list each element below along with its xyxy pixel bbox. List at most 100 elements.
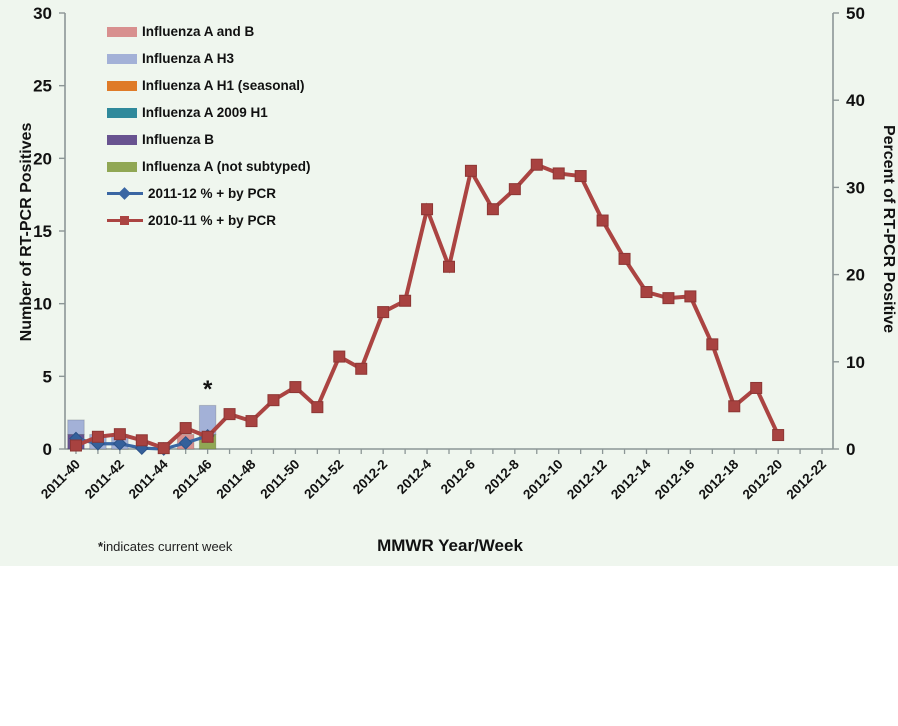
x-axis-tick-label: 2011-44 bbox=[126, 456, 171, 501]
x-axis-tick-label: 2011-46 bbox=[170, 456, 215, 501]
x-axis-tick-label: 2012-16 bbox=[652, 456, 698, 502]
square-marker-icon bbox=[135, 434, 148, 447]
left-axis-tick-label: 25 bbox=[33, 77, 52, 96]
right-axis-tick-label: 30 bbox=[846, 178, 865, 197]
legend-swatch-icon bbox=[107, 53, 137, 64]
square-marker-icon bbox=[399, 294, 412, 307]
square-marker-icon bbox=[333, 350, 346, 363]
legend-swatch-icon bbox=[107, 107, 137, 118]
legend-item-5: Influenza A (not subtyped) bbox=[107, 153, 311, 180]
square-marker-icon bbox=[464, 164, 477, 177]
legend-label: Influenza A H3 bbox=[142, 51, 235, 66]
square-marker-icon bbox=[157, 442, 170, 455]
square-marker-icon bbox=[728, 400, 741, 413]
legend-label: Influenza A 2009 H1 bbox=[142, 105, 268, 120]
legend-item-4: Influenza B bbox=[107, 126, 311, 153]
left-axis-tick-label: 5 bbox=[43, 367, 52, 386]
square-marker-icon bbox=[267, 394, 280, 407]
square-marker-icon bbox=[750, 381, 763, 394]
square-marker-icon bbox=[201, 430, 214, 443]
plot-area: 051015202530010203040502011-402011-42201… bbox=[33, 4, 865, 503]
legend-swatch-icon bbox=[107, 134, 137, 145]
square-marker-icon bbox=[289, 381, 302, 394]
x-axis-tick-label: 2011-48 bbox=[214, 456, 259, 501]
left-axis-title: Number of RT-PCR Positives bbox=[18, 122, 35, 342]
x-axis-title: MMWR Year/Week bbox=[377, 536, 523, 555]
x-axis-tick-label: 2012-6 bbox=[438, 456, 479, 497]
square-marker-icon bbox=[377, 306, 390, 319]
square-marker-icon bbox=[640, 286, 653, 299]
x-axis-tick-label: 2012-20 bbox=[740, 457, 786, 503]
square-marker-icon bbox=[223, 408, 236, 421]
legend-swatch-icon bbox=[107, 161, 137, 172]
diamond-marker-icon bbox=[112, 436, 127, 451]
legend-swatch-icon bbox=[107, 26, 137, 37]
footnote: *indicates current week bbox=[98, 539, 232, 554]
x-axis-tick-label: 2012-8 bbox=[482, 456, 523, 497]
legend-item-2: Influenza A H1 (seasonal) bbox=[107, 72, 311, 99]
right-axis-tick-label: 50 bbox=[846, 4, 865, 23]
left-axis-tick-label: 20 bbox=[33, 149, 52, 168]
diamond-marker-icon bbox=[118, 187, 131, 200]
square-marker-icon bbox=[552, 167, 565, 180]
square-marker-icon bbox=[120, 216, 129, 225]
square-marker-icon bbox=[706, 338, 719, 351]
square-marker-icon bbox=[772, 429, 785, 442]
square-marker-icon bbox=[618, 252, 631, 265]
x-axis-tick-label: 2012-22 bbox=[784, 457, 830, 503]
square-marker-icon bbox=[245, 415, 258, 428]
diamond-marker-icon bbox=[178, 435, 193, 450]
legend-item-6: 2011-12 % + by PCR bbox=[107, 180, 311, 207]
square-marker-icon bbox=[662, 292, 675, 305]
square-marker-icon bbox=[684, 290, 697, 303]
legend-item-7: 2010-11 % + by PCR bbox=[107, 207, 311, 234]
x-axis-tick-label: 2012-2 bbox=[350, 457, 390, 497]
x-axis-tick-label: 2012-10 bbox=[520, 457, 566, 503]
legend: Influenza A and B Influenza A H3 Influenza… bbox=[107, 18, 311, 234]
square-marker-icon bbox=[69, 439, 82, 452]
footnote-text: indicates current week bbox=[103, 539, 233, 554]
square-marker-icon bbox=[113, 428, 126, 441]
right-axis-tick-label: 10 bbox=[846, 353, 865, 372]
right-axis-tick-label: 40 bbox=[846, 91, 865, 110]
x-axis-tick-label: 2011-42 bbox=[82, 457, 127, 502]
square-marker-icon bbox=[574, 170, 587, 183]
left-axis-tick-label: 10 bbox=[33, 295, 52, 314]
square-marker-icon bbox=[421, 203, 434, 216]
x-axis-tick-label: 2012-18 bbox=[696, 456, 742, 502]
left-axis-tick-label: 0 bbox=[43, 440, 52, 459]
legend-line-sample bbox=[107, 187, 143, 200]
legend-label: 2010-11 % + by PCR bbox=[148, 213, 276, 228]
left-axis-tick-label: 15 bbox=[33, 222, 52, 241]
x-axis-tick-label: 2011-50 bbox=[257, 457, 302, 502]
right-axis-title: Percent of RT-PCR Positive bbox=[880, 124, 897, 334]
legend-item-1: Influenza A H3 bbox=[107, 45, 311, 72]
x-axis-tick-label: 2011-52 bbox=[301, 457, 346, 502]
square-marker-icon bbox=[596, 214, 609, 227]
x-axis-tick-label: 2011-40 bbox=[38, 457, 83, 502]
legend-label: Influenza B bbox=[142, 132, 215, 147]
square-marker-icon bbox=[355, 362, 368, 375]
legend-item-3: Influenza A 2009 H1 bbox=[107, 99, 311, 126]
square-marker-icon bbox=[530, 158, 543, 171]
legend-label: Influenza A (not subtyped) bbox=[142, 159, 311, 174]
square-marker-icon bbox=[311, 401, 324, 414]
left-axis-tick-label: 30 bbox=[33, 4, 52, 23]
legend-line-sample bbox=[107, 215, 143, 226]
chart-background bbox=[0, 0, 898, 566]
square-marker-icon bbox=[179, 422, 192, 435]
right-axis-tick-label: 20 bbox=[846, 266, 865, 285]
square-marker-icon bbox=[443, 260, 455, 273]
x-axis-tick-label: 2012-12 bbox=[564, 457, 610, 503]
legend-item-0: Influenza A and B bbox=[107, 18, 311, 45]
legend-label: Influenza A H1 (seasonal) bbox=[142, 78, 305, 93]
legend-label: Influenza A and B bbox=[142, 24, 255, 39]
square-marker-icon bbox=[508, 183, 521, 196]
legend-swatch-icon bbox=[107, 80, 137, 91]
x-axis-tick-label: 2012-14 bbox=[608, 456, 654, 502]
square-marker-icon bbox=[91, 430, 104, 443]
x-axis-tick-label: 2012-4 bbox=[394, 456, 435, 497]
right-axis-tick-label: 0 bbox=[846, 440, 855, 459]
footnote-star: * bbox=[98, 539, 104, 554]
